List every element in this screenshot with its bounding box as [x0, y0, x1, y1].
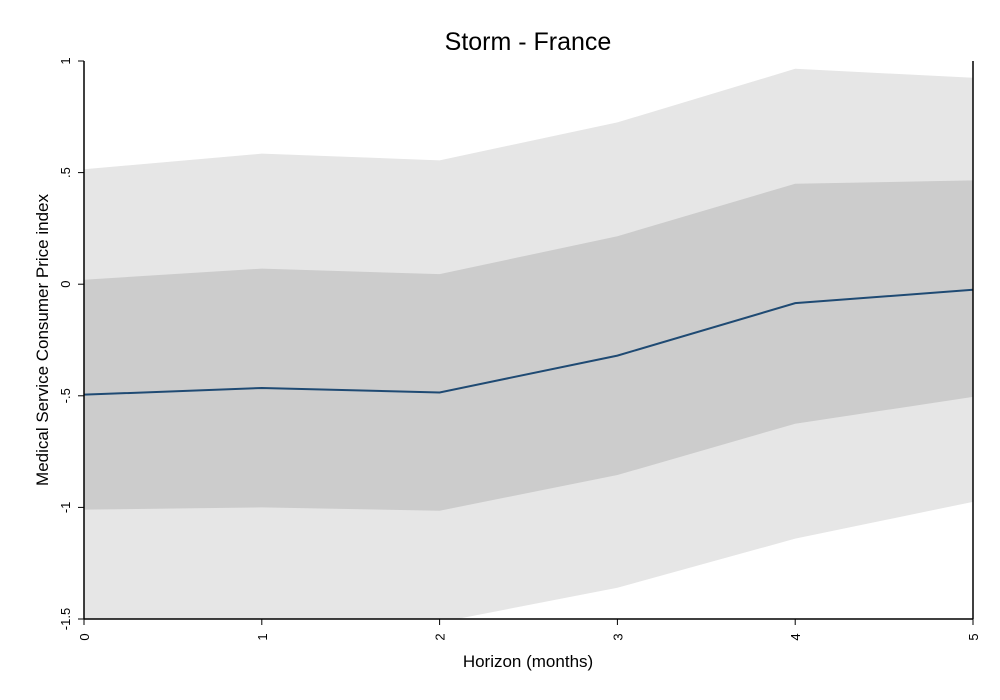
y-tick-label: 1 — [58, 57, 73, 64]
y-tick-label: -1.5 — [58, 608, 73, 630]
y-tick-label: .5 — [58, 167, 73, 178]
x-axis-label: Horizon (months) — [463, 652, 593, 671]
plot-area: -1.5 -1 -.5 0 .5 1 0 1 2 3 4 5 — [58, 57, 981, 640]
x-tick-label: 4 — [788, 633, 803, 640]
x-tick-label: 3 — [610, 633, 625, 640]
x-tick-label: 0 — [77, 633, 92, 640]
y-tick-label: -.5 — [58, 388, 73, 403]
y-tick-label: -1 — [58, 502, 73, 514]
x-tick-label: 1 — [255, 633, 270, 640]
chart-title: Storm - France — [445, 28, 612, 56]
series-line-0 — [84, 288, 973, 396]
x-tick-label: 2 — [433, 633, 448, 640]
y-tick-label: 0 — [58, 281, 73, 288]
x-tick-label: 5 — [966, 633, 981, 640]
y-axis-label: Medical Service Consumer Price index — [33, 194, 52, 486]
confidence-band-inner — [84, 180, 973, 511]
